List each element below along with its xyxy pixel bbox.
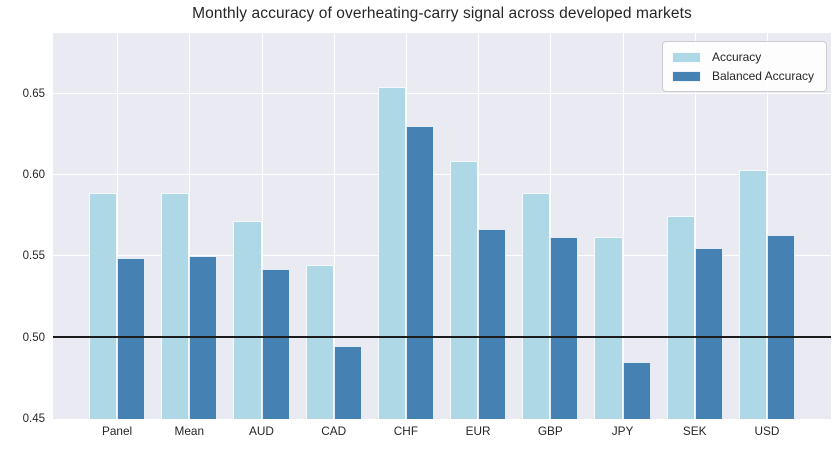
y-axis-tick-labels: 0.45 0.50 0.55 0.60 0.65 xyxy=(0,0,45,456)
v-gridline-mean xyxy=(189,33,191,419)
legend-entry-accuracy: Accuracy xyxy=(671,50,814,64)
bar-group-cad xyxy=(298,33,370,419)
legend-entry-balanced-accuracy: Balanced Accuracy xyxy=(671,69,814,83)
x-axis-tick-labels: Panel Mean AUD CAD CHF EUR GBP JPY SEK USD xyxy=(81,424,803,438)
bar-group-jpy xyxy=(586,33,658,419)
x-tick-label-jpy: JPY xyxy=(611,424,634,438)
x-tick-label-chf: CHF xyxy=(393,424,419,438)
x-tick-label-eur: EUR xyxy=(465,424,491,438)
bar-accuracy-chf xyxy=(377,87,406,419)
plot-area: Accuracy Balanced Accuracy xyxy=(53,33,831,419)
bar-accuracy-cad xyxy=(305,264,334,419)
x-tick-label-gbp: GBP xyxy=(537,424,563,438)
bar-accuracy-eur xyxy=(449,160,479,419)
v-gridline-panel xyxy=(117,33,119,419)
v-gridline-cad xyxy=(333,33,335,419)
bar-accuracy-jpy xyxy=(594,236,623,419)
chart-title: Monthly accuracy of overheating-carry si… xyxy=(192,5,692,22)
y-tick-label-0.55: 0.55 xyxy=(22,250,45,263)
legend-label: Accuracy xyxy=(711,50,762,64)
bar-balanced-accuracy-eur xyxy=(478,228,507,419)
bar-group-gbp xyxy=(514,33,586,419)
bar-balanced-accuracy-aud xyxy=(261,269,290,419)
x-tick-label-usd: USD xyxy=(754,424,780,438)
bar-group-aud xyxy=(225,33,297,419)
y-tick-label-0.60: 0.60 xyxy=(22,169,45,182)
v-gridline-aud xyxy=(261,33,263,419)
legend-swatch-icon xyxy=(671,51,701,63)
x-tick-label-cad: CAD xyxy=(321,424,347,438)
v-gridline-sek xyxy=(694,33,696,419)
bar-group-usd xyxy=(731,33,803,419)
bar-balanced-accuracy-panel xyxy=(117,258,146,419)
h-gridline-0.65 xyxy=(53,92,831,94)
reference-line-0.5 xyxy=(53,336,831,338)
x-tick-label-mean: Mean xyxy=(174,424,205,438)
bar-balanced-accuracy-usd xyxy=(766,235,796,419)
legend-label: Balanced Accuracy xyxy=(711,69,814,83)
x-tick-label-sek: SEK xyxy=(682,424,707,438)
bar-group-eur xyxy=(442,33,514,419)
bar-accuracy-mean xyxy=(161,193,190,419)
y-tick-label-0.65: 0.65 xyxy=(22,87,45,100)
bar-balanced-accuracy-cad xyxy=(333,345,362,419)
v-gridline-jpy xyxy=(622,33,624,419)
bar-balanced-accuracy-chf xyxy=(405,126,435,419)
bar-balanced-accuracy-sek xyxy=(694,248,723,419)
bar-group-sek xyxy=(659,33,731,419)
y-tick-label-0.50: 0.50 xyxy=(22,331,45,344)
legend-swatch-icon xyxy=(671,70,701,82)
bar-groups xyxy=(81,33,803,419)
bar-accuracy-usd xyxy=(738,170,767,419)
bar-accuracy-sek xyxy=(666,215,695,419)
h-gridline-0.55 xyxy=(53,255,831,257)
v-gridline-gbp xyxy=(550,33,552,419)
bar-group-chf xyxy=(370,33,442,419)
h-gridline-0.60 xyxy=(53,173,831,176)
bar-accuracy-aud xyxy=(233,220,262,419)
x-tick-label-aud: AUD xyxy=(249,424,274,438)
v-gridline-eur xyxy=(478,33,480,419)
bar-group-mean xyxy=(153,33,225,419)
v-gridline-usd xyxy=(766,33,769,419)
legend: Accuracy Balanced Accuracy xyxy=(661,41,827,92)
bar-accuracy-panel xyxy=(88,193,118,419)
bar-balanced-accuracy-gbp xyxy=(550,236,579,419)
bar-accuracy-gbp xyxy=(522,193,551,419)
bar-balanced-accuracy-jpy xyxy=(622,362,651,419)
bar-group-panel xyxy=(81,33,153,419)
x-tick-label-panel: Panel xyxy=(102,424,133,438)
y-tick-label-0.45: 0.45 xyxy=(22,413,45,425)
